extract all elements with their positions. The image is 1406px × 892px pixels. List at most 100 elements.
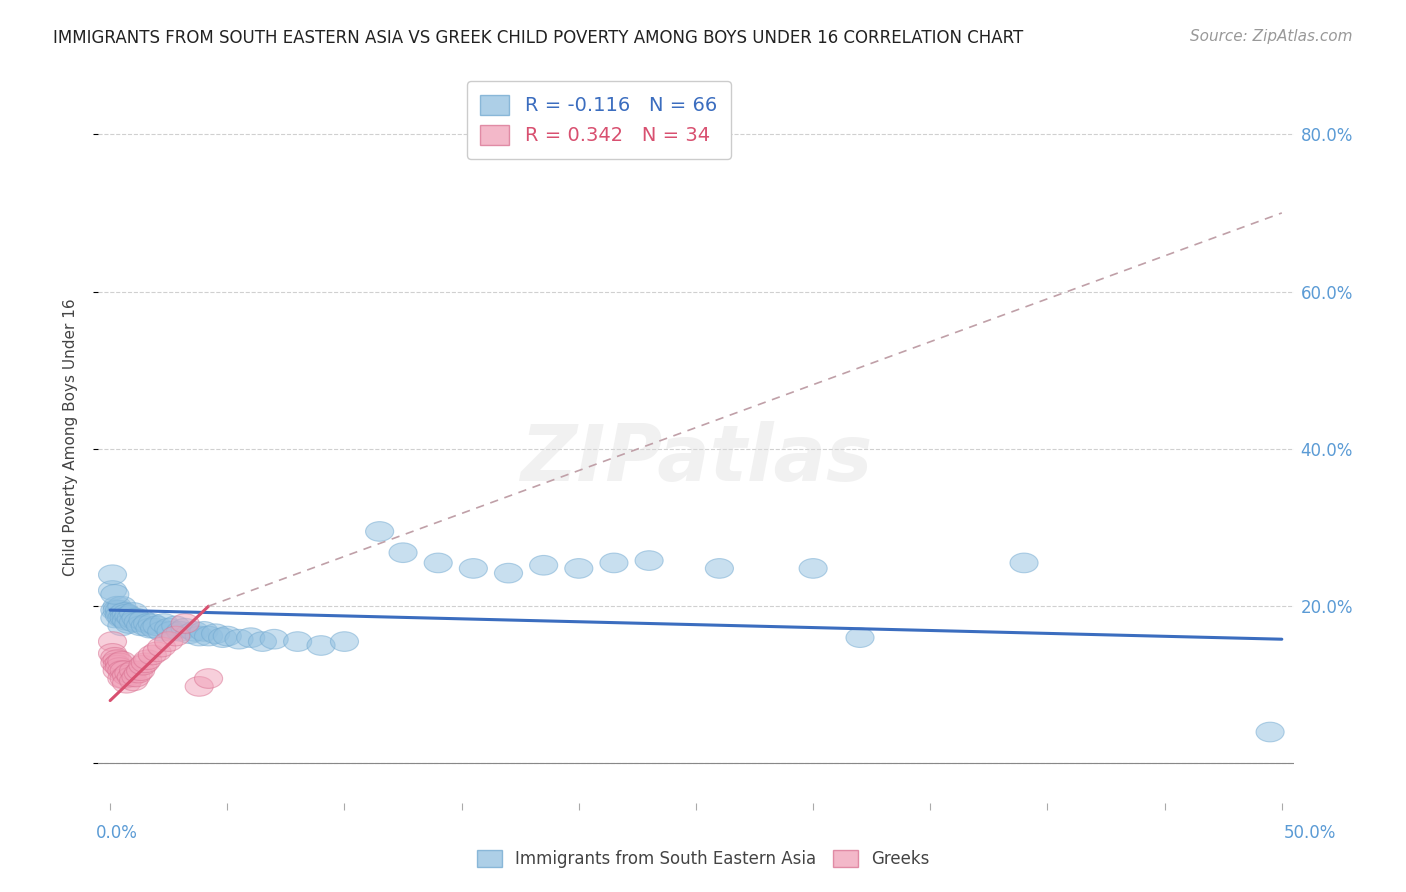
Ellipse shape (425, 553, 453, 573)
Ellipse shape (131, 653, 159, 673)
Ellipse shape (105, 600, 134, 620)
Ellipse shape (176, 624, 204, 643)
Ellipse shape (143, 616, 172, 636)
Ellipse shape (115, 663, 143, 683)
Ellipse shape (101, 584, 129, 604)
Ellipse shape (120, 671, 148, 690)
Ellipse shape (143, 642, 172, 662)
Ellipse shape (150, 614, 179, 633)
Ellipse shape (307, 636, 335, 656)
Ellipse shape (124, 612, 152, 632)
Ellipse shape (162, 616, 190, 636)
Ellipse shape (105, 653, 134, 673)
Ellipse shape (1010, 553, 1038, 573)
Ellipse shape (366, 522, 394, 541)
Ellipse shape (186, 676, 214, 697)
Ellipse shape (112, 610, 141, 630)
Ellipse shape (103, 656, 131, 675)
Ellipse shape (127, 616, 155, 636)
Ellipse shape (236, 628, 264, 648)
Ellipse shape (124, 663, 152, 683)
Ellipse shape (127, 661, 155, 681)
Ellipse shape (108, 651, 136, 671)
Ellipse shape (120, 612, 148, 632)
Ellipse shape (846, 628, 875, 648)
Ellipse shape (1256, 723, 1284, 742)
Ellipse shape (131, 616, 159, 636)
Ellipse shape (260, 630, 288, 649)
Ellipse shape (530, 556, 558, 575)
Ellipse shape (166, 622, 194, 641)
Ellipse shape (98, 581, 127, 600)
Ellipse shape (101, 608, 129, 628)
Ellipse shape (122, 667, 150, 687)
Ellipse shape (110, 661, 138, 681)
Ellipse shape (799, 558, 827, 578)
Ellipse shape (225, 630, 253, 649)
Ellipse shape (129, 610, 157, 630)
Ellipse shape (141, 618, 169, 638)
Legend: R = -0.116   N = 66, R = 0.342   N = 34: R = -0.116 N = 66, R = 0.342 N = 34 (467, 81, 731, 159)
Ellipse shape (249, 632, 277, 651)
Ellipse shape (103, 597, 131, 616)
Ellipse shape (460, 558, 488, 578)
Ellipse shape (98, 565, 127, 584)
Ellipse shape (103, 650, 131, 670)
Ellipse shape (600, 553, 628, 573)
Ellipse shape (636, 550, 664, 570)
Ellipse shape (120, 603, 148, 623)
Ellipse shape (330, 632, 359, 651)
Ellipse shape (117, 667, 145, 687)
Ellipse shape (108, 608, 136, 628)
Text: Source: ZipAtlas.com: Source: ZipAtlas.com (1189, 29, 1353, 44)
Text: IMMIGRANTS FROM SOUTH EASTERN ASIA VS GREEK CHILD POVERTY AMONG BOYS UNDER 16 CO: IMMIGRANTS FROM SOUTH EASTERN ASIA VS GR… (53, 29, 1024, 46)
Ellipse shape (101, 653, 129, 673)
Ellipse shape (134, 614, 162, 633)
Text: 50.0%: 50.0% (1284, 824, 1336, 842)
Ellipse shape (201, 624, 229, 643)
Ellipse shape (108, 597, 136, 616)
Ellipse shape (155, 632, 183, 651)
Ellipse shape (284, 632, 312, 651)
Ellipse shape (115, 606, 143, 625)
Ellipse shape (108, 669, 136, 689)
Text: ZIPatlas: ZIPatlas (520, 421, 872, 497)
Ellipse shape (105, 657, 134, 677)
Ellipse shape (120, 661, 148, 681)
Ellipse shape (208, 628, 236, 648)
Ellipse shape (389, 543, 418, 563)
Ellipse shape (101, 600, 129, 620)
Ellipse shape (122, 608, 150, 628)
Ellipse shape (706, 558, 734, 578)
Ellipse shape (98, 632, 127, 651)
Ellipse shape (148, 637, 176, 657)
Ellipse shape (138, 645, 166, 665)
Ellipse shape (495, 564, 523, 583)
Ellipse shape (117, 608, 145, 628)
Ellipse shape (129, 656, 157, 675)
Ellipse shape (180, 622, 208, 641)
Ellipse shape (162, 626, 190, 646)
Ellipse shape (110, 603, 138, 623)
Ellipse shape (103, 600, 131, 620)
Ellipse shape (157, 622, 186, 641)
Ellipse shape (172, 614, 200, 633)
Y-axis label: Child Poverty Among Boys Under 16: Child Poverty Among Boys Under 16 (63, 298, 77, 576)
Ellipse shape (112, 604, 141, 624)
Ellipse shape (101, 648, 129, 667)
Ellipse shape (98, 643, 127, 663)
Ellipse shape (138, 614, 166, 633)
Ellipse shape (214, 626, 242, 646)
Ellipse shape (134, 650, 162, 670)
Ellipse shape (194, 669, 222, 689)
Ellipse shape (105, 606, 134, 625)
Ellipse shape (172, 618, 200, 638)
Ellipse shape (565, 558, 593, 578)
Ellipse shape (155, 618, 183, 638)
Ellipse shape (194, 626, 222, 646)
Ellipse shape (103, 661, 131, 681)
Ellipse shape (112, 673, 141, 693)
Ellipse shape (108, 661, 136, 681)
Ellipse shape (110, 669, 138, 689)
Legend: Immigrants from South Eastern Asia, Greeks: Immigrants from South Eastern Asia, Gree… (470, 843, 936, 875)
